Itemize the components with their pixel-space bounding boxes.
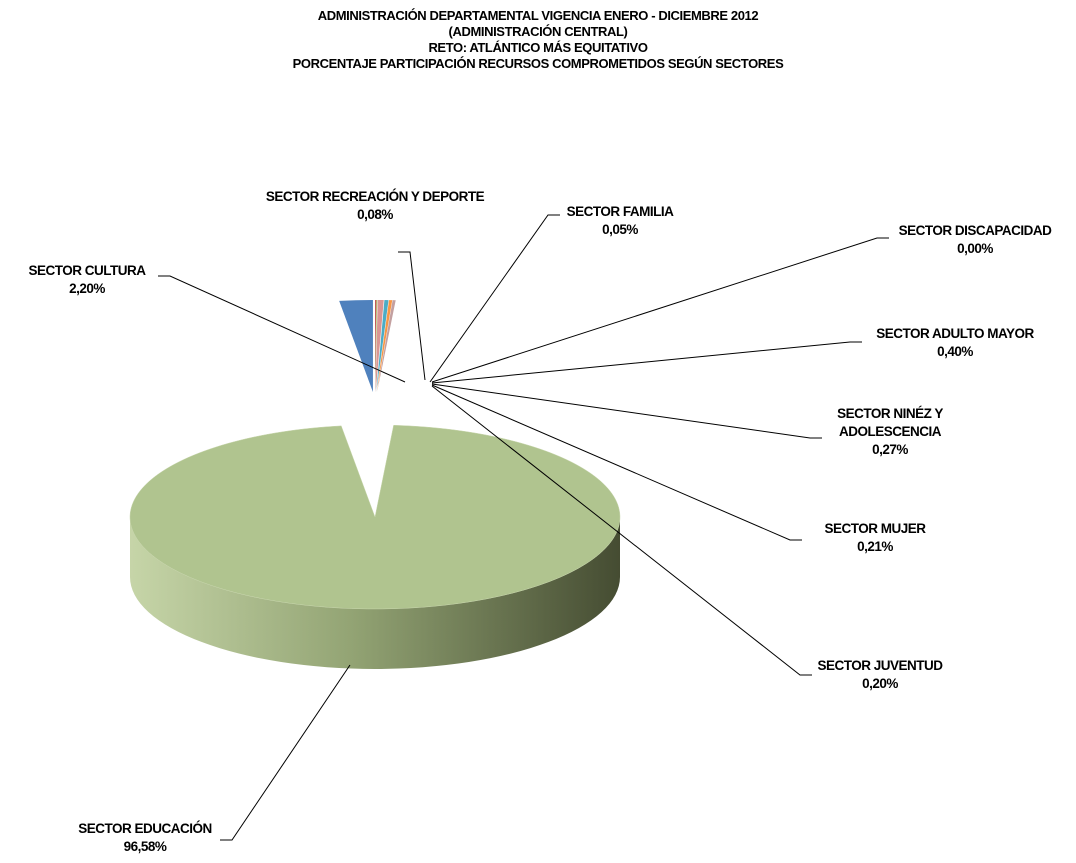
category-label: SECTOR RECREACIÓN Y DEPORTE (265, 189, 485, 204)
value-label: 0,05% (602, 222, 638, 237)
data-label: SECTOR ADULTO MAYOR 0,40% (845, 325, 1065, 361)
leader-line (220, 664, 351, 841)
chart-title: ADMINISTRACIÓN DEPARTAMENTAL VIGENCIA EN… (317, 8, 759, 23)
value-label: 0,20% (862, 676, 898, 691)
pie-side (130, 517, 620, 669)
leader-line (158, 275, 406, 383)
chart-title: RETO: ATLÁNTICO MÁS EQUITATIVO (428, 40, 648, 55)
category-label: SECTOR EDUCACIÓN (78, 821, 212, 836)
category-label: SECTOR JUVENTUD (817, 658, 943, 673)
leader-line (431, 383, 822, 439)
value-label: 0,21% (857, 539, 893, 554)
data-label: SECTOR NINÉZ Y ADOLESCENCIA 0,27% (805, 405, 975, 459)
data-label: SECTOR JUVENTUD 0,20% (795, 657, 965, 693)
leader-line (431, 385, 812, 676)
leader-line (431, 341, 862, 384)
data-label: SECTOR CULTURA 2,20% (0, 262, 182, 298)
data-label: SECTOR FAMILIA 0,05% (540, 203, 700, 239)
pie-slice (376, 300, 389, 392)
data-label: SECTOR DISCAPACIDAD 0,00% (870, 222, 1076, 258)
category-label: SECTOR NINÉZ Y ADOLESCENCIA (837, 406, 943, 439)
leader-line (398, 251, 426, 381)
value-label: 2,20% (69, 281, 105, 296)
category-label: SECTOR ADULTO MAYOR (876, 326, 1034, 341)
chart-title: (ADMINISTRACIÓN CENTRAL) (448, 24, 628, 39)
pie-slice (377, 300, 396, 392)
data-label: SECTOR RECREACIÓN Y DEPORTE 0,08% (265, 188, 485, 224)
category-label: SECTOR MUJER (824, 521, 926, 536)
leader-line (431, 237, 889, 383)
value-label: 0,00% (957, 241, 993, 256)
data-label: SECTOR MUJER 0,21% (790, 520, 960, 556)
pie-slice (375, 300, 384, 392)
leader-line (429, 214, 560, 383)
data-label: SECTOR EDUCACIÓN 96,58% (45, 820, 245, 856)
value-label: 0,27% (872, 442, 908, 457)
category-label: SECTOR DISCAPACIDAD (898, 223, 1052, 238)
chart-title: PORCENTAJE PARTICIPACIÓN RECURSOS COMPRO… (292, 56, 784, 71)
value-label: 0,08% (357, 207, 393, 222)
value-label: 96,58% (123, 839, 167, 854)
pie-slice (339, 300, 373, 392)
pie-slice (376, 300, 393, 392)
value-label: 0,40% (937, 344, 973, 359)
leader-line (431, 384, 802, 541)
category-label: SECTOR FAMILIA (566, 204, 674, 219)
pie-slice (129, 425, 621, 610)
category-label: SECTOR CULTURA (28, 263, 147, 278)
